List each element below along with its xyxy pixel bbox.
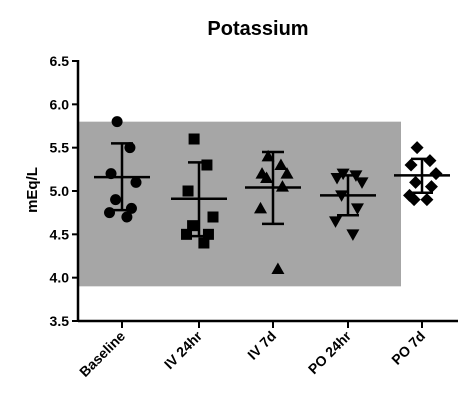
data-point — [260, 171, 274, 183]
y-tick-label: 4.5 — [50, 226, 70, 242]
data-point — [420, 193, 434, 207]
data-point — [409, 175, 423, 189]
data-point — [121, 211, 133, 223]
y-tick-label: 6.0 — [50, 96, 70, 112]
data-point — [329, 216, 343, 228]
x-tick-label: PO 7d — [388, 328, 428, 368]
data-point — [350, 203, 364, 215]
data-point — [202, 228, 214, 240]
y-tick-label: 4.0 — [50, 270, 70, 286]
data-point — [111, 116, 123, 128]
data-point — [110, 194, 122, 206]
data-point — [429, 167, 443, 181]
y-tick-label: 3.5 — [50, 313, 70, 329]
x-tick-label: IV 7d — [244, 328, 279, 363]
data-point — [187, 220, 199, 232]
data-point — [271, 262, 285, 274]
data-point — [207, 211, 219, 223]
data-point — [346, 229, 360, 241]
data-point — [275, 180, 289, 192]
data-point — [182, 185, 194, 197]
data-point — [130, 176, 142, 188]
x-tick-label: IV 24hr — [161, 327, 206, 372]
data-point — [280, 167, 294, 179]
data-point — [410, 141, 424, 155]
data-point — [407, 193, 421, 207]
data-point — [423, 154, 437, 168]
data-point — [188, 133, 200, 145]
data-point — [261, 149, 275, 162]
data-point — [181, 228, 193, 240]
data-point — [274, 158, 288, 170]
data-point — [254, 201, 268, 214]
y-tick-label: 5.0 — [50, 183, 70, 199]
x-tick-label: PO 24hr — [305, 327, 355, 377]
x-tick-label: Baseline — [76, 328, 128, 380]
data-point — [355, 177, 369, 189]
data-point — [198, 237, 210, 249]
chart-title: Potassium — [207, 18, 308, 40]
data-point — [201, 159, 213, 171]
data-point — [124, 142, 136, 154]
y-axis-label: mEq/L — [24, 167, 41, 213]
y-tick-label: 6.5 — [50, 53, 70, 69]
data-point — [424, 180, 438, 194]
y-tick-label: 5.5 — [50, 140, 70, 156]
data-point — [404, 158, 418, 172]
